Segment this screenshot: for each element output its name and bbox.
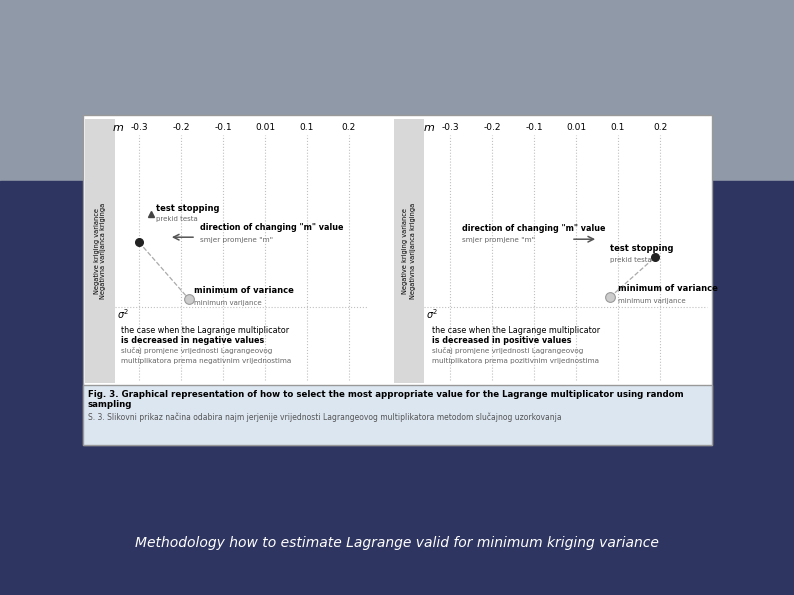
Text: m: m	[424, 123, 435, 133]
Text: minimum of variance: minimum of variance	[618, 284, 718, 293]
Text: slučaj promjene vrijednosti Lagrangeovog: slučaj promjene vrijednosti Lagrangeovog	[432, 347, 584, 354]
Text: Negative kriging variance
Negativna varijanca kriginga: Negative kriging variance Negativna vari…	[94, 203, 106, 299]
Text: -0.3: -0.3	[130, 123, 148, 132]
Text: $\sigma^2$: $\sigma^2$	[426, 308, 438, 321]
Text: test stopping: test stopping	[156, 203, 219, 212]
Text: -0.1: -0.1	[525, 123, 543, 132]
Text: smjer promjene "m": smjer promjene "m"	[462, 237, 535, 243]
Text: minimum varijance: minimum varijance	[194, 300, 262, 306]
Bar	[83, 385, 712, 445]
Text: multiplikatora prema negativnim vrijednostima: multiplikatora prema negativnim vrijedno…	[121, 358, 291, 364]
Text: 0.1: 0.1	[300, 123, 314, 132]
Text: S. 3. Slikovni prikaz načina odabira najm jerjenije vrijednosti Lagrangeovog mul: S. 3. Slikovni prikaz načina odabira naj…	[88, 413, 561, 422]
Text: 0.2: 0.2	[653, 123, 667, 132]
Bar	[394, 119, 424, 383]
Text: Methodology how to estimate Lagrange valid for minimum kriging variance: Methodology how to estimate Lagrange val…	[135, 536, 659, 550]
Text: 0.1: 0.1	[611, 123, 625, 132]
Text: the case when the Lagrange multiplicator: the case when the Lagrange multiplicator	[432, 326, 600, 335]
Text: prekid testa: prekid testa	[156, 216, 198, 222]
Text: 0.2: 0.2	[342, 123, 357, 132]
Text: m: m	[113, 123, 124, 133]
Text: Negative kriging variance
Negativna varijanca kriginga: Negative kriging variance Negativna vari…	[403, 203, 415, 299]
Text: -0.2: -0.2	[172, 123, 190, 132]
Text: smjer promjene "m": smjer promjene "m"	[200, 237, 273, 243]
Text: minimum varijance: minimum varijance	[618, 298, 686, 304]
Text: minimum of variance: minimum of variance	[194, 286, 294, 295]
Bar	[83, 115, 712, 445]
Bar	[0, 181, 794, 595]
Bar	[85, 119, 115, 383]
Text: slučaj promjene vrijednosti Lagrangeovog: slučaj promjene vrijednosti Lagrangeovog	[121, 347, 272, 354]
Text: $\sigma^2$: $\sigma^2$	[117, 308, 129, 321]
Text: direction of changing "m" value: direction of changing "m" value	[200, 223, 344, 232]
Text: Fig. 3. Graphical representation of how to select the most appropriate value for: Fig. 3. Graphical representation of how …	[88, 390, 684, 409]
Text: the case when the Lagrange multiplicator: the case when the Lagrange multiplicator	[121, 326, 289, 335]
Text: is decreased in negative values: is decreased in negative values	[121, 336, 264, 345]
Text: test stopping: test stopping	[610, 244, 673, 253]
Text: is decreased in positive values: is decreased in positive values	[432, 336, 572, 345]
Text: direction of changing "m" value: direction of changing "m" value	[462, 224, 606, 233]
Text: 0.01: 0.01	[255, 123, 275, 132]
Text: -0.1: -0.1	[214, 123, 232, 132]
Text: 0.01: 0.01	[566, 123, 586, 132]
Text: -0.3: -0.3	[441, 123, 459, 132]
Text: -0.2: -0.2	[484, 123, 501, 132]
Text: multiplikatora prema pozitivnim vrijednostima: multiplikatora prema pozitivnim vrijedno…	[432, 358, 599, 364]
Bar	[0, 0, 794, 181]
Text: prekid testa: prekid testa	[610, 257, 652, 263]
